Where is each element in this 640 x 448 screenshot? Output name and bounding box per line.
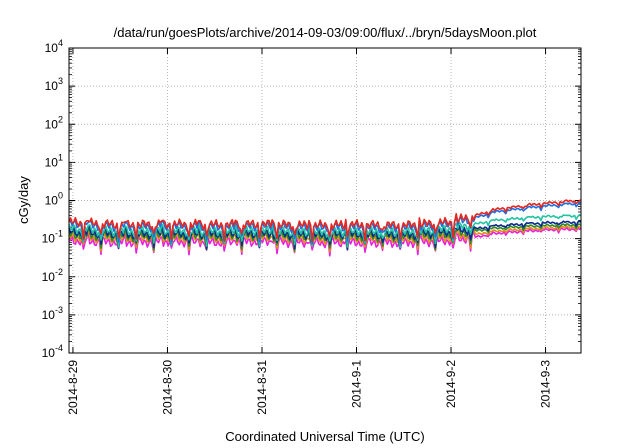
x-tick-label: 2014-9-2 [444,360,458,408]
y-axis-label: cGy/day [16,176,31,224]
y-tick-label: 103 [45,76,63,93]
chart-title: /data/run/goesPlots/archive/2014-09-03/0… [114,25,537,40]
y-tick-label: 104 [45,38,63,55]
series-layer [68,198,582,257]
plot-frame [68,47,582,354]
y-tick-labels: 10-4 10-3 10-2 10-1 100 101 102 103 104 [42,38,63,360]
x-axis-label: Coordinated Universal Time (UTC) [225,429,424,444]
x-tick-label: 2014-9-3 [539,360,553,408]
x-tick-label: 2014-8-30 [160,360,174,415]
y-tick-label: 102 [45,114,63,131]
series-line [68,198,582,242]
x-tick-label: 2014-8-29 [66,360,80,415]
y-tick-label: 10-4 [42,343,63,360]
y-tick-label: 101 [45,152,63,169]
x-tick-label: 2014-8-31 [255,360,269,415]
series-line [68,214,582,249]
x-tick-labels: 2014-8-29 2014-8-30 2014-8-31 2014-9-1 2014-… [66,360,553,415]
grid [69,47,581,354]
y-tick-label: 10-1 [42,229,63,246]
x-tick-label: 2014-9-1 [350,360,364,408]
y-tick-label: 100 [45,191,63,208]
y-tick-label: 10-2 [42,267,63,284]
y-tick-label: 10-3 [42,305,63,322]
